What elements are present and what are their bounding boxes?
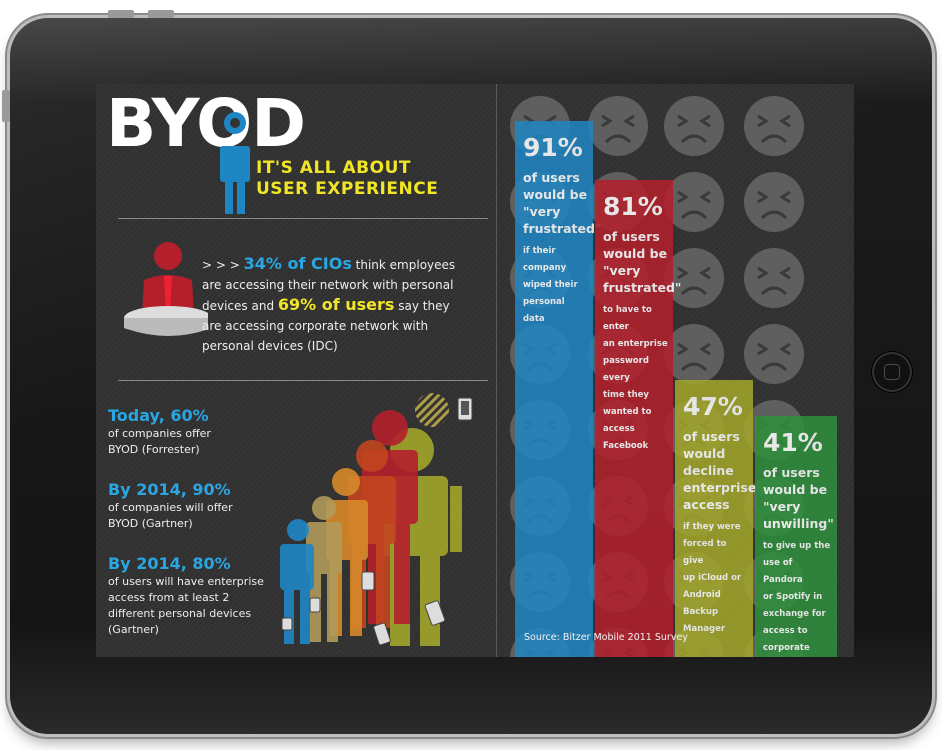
stat-item: By 2014, 80% of users will have enterpri… — [108, 554, 264, 638]
stat-text: (Gartner) — [108, 623, 159, 636]
frustrated-face-icon — [744, 172, 804, 232]
bar-lead: of users would be "very frustrated" — [523, 170, 602, 236]
panel-divider — [496, 84, 497, 657]
stat-text: of companies will offer — [108, 501, 233, 514]
volume-button[interactable] — [2, 90, 10, 122]
person-icon — [220, 112, 250, 214]
cio-highlight: 34% of CIOs — [243, 254, 352, 273]
stat-text: BYOD (Forrester) — [108, 443, 200, 456]
page-title: BYOD — [106, 85, 306, 162]
users-highlight: 69% of users — [277, 295, 395, 314]
frustrated-face-icon — [744, 324, 804, 384]
bar-description: to have to enter an enterprise password ev… — [603, 305, 668, 451]
bar-percent: 81% — [603, 192, 663, 221]
bar-percent: 91% — [523, 133, 583, 162]
stat-bar-81: 81% of users would be "very frustrated" to … — [595, 180, 682, 657]
cio-person-icon — [124, 242, 208, 336]
cio-text2: say they are accessing corporate network… — [202, 299, 450, 353]
bar-percent: 47% — [683, 392, 743, 421]
bar-lead: of users would be "very unwilling" — [763, 465, 834, 531]
bar-description: if they were forced to give up iCloud or An… — [683, 522, 742, 634]
stat-bar-91: 91% of users would be "very frustrated" if … — [515, 121, 602, 657]
frustrated-face-icon — [664, 324, 724, 384]
source-note: Source: Bitzer Mobile 2011 Survey — [524, 632, 688, 643]
stat-headline: By 2014, 90% — [108, 480, 231, 499]
left-panel: BYOD IT'S ALL ABOUT USER EXPERIENCE > > … — [96, 84, 498, 657]
power-button[interactable] — [108, 10, 134, 18]
stat-bar-41: 41% of users would be "very unwilling" to g… — [755, 416, 837, 657]
stat-text: BYOD (Gartner) — [108, 517, 193, 530]
phone-icon — [281, 617, 293, 631]
frustrated-face-icon — [664, 248, 724, 308]
cio-statement: > > > 34% of CIOs think employees are ac… — [202, 254, 472, 356]
divider — [118, 218, 488, 219]
phone-icon — [361, 571, 375, 591]
stat-text: access from at least 2 — [108, 591, 230, 604]
infographic-screen: BYOD IT'S ALL ABOUT USER EXPERIENCE > > … — [96, 84, 854, 657]
phone-icon — [373, 622, 391, 646]
frustrated-face-icon — [664, 96, 724, 156]
cio-text1: think employees are accessing their netw… — [202, 258, 456, 313]
stat-bar-47: 47% of users would decline enterprise access… — [675, 380, 757, 657]
stat-text: of companies offer — [108, 427, 211, 440]
stat-text: of users will have enterprise — [108, 575, 264, 588]
frustrated-face-icon — [664, 172, 724, 232]
divider — [118, 380, 488, 381]
people-growth-illustration — [280, 393, 473, 652]
bar-description: to give up the use of Pandora or Spotify i… — [763, 541, 831, 653]
stat-headline: Today, 60% — [108, 406, 209, 425]
subtitle-line2: USER EXPERIENCE — [256, 179, 439, 199]
bar-percent: 41% — [763, 428, 823, 457]
stat-headline: By 2014, 80% — [108, 554, 231, 573]
bar-lead: of users would decline enterprise access — [683, 429, 757, 512]
frustrated-face-icon — [588, 96, 648, 156]
bar-lead: of users would be "very frustrated" — [603, 229, 682, 295]
arrows: > > > — [202, 258, 240, 272]
stat-text: different personal devices — [108, 607, 252, 620]
subtitle: IT'S ALL ABOUT USER EXPERIENCE — [256, 158, 438, 200]
side-switch[interactable] — [148, 10, 174, 18]
home-button[interactable] — [872, 352, 912, 392]
phone-icon — [457, 397, 473, 421]
subtitle-line1: IT'S ALL ABOUT — [256, 158, 411, 178]
stat-item: Today, 60% of companies offer BYOD (Forr… — [108, 406, 211, 458]
phone-icon — [424, 600, 446, 626]
frustrated-face-icon — [744, 96, 804, 156]
right-panel: 91% of users would be "very frustrated" if … — [498, 84, 854, 657]
phone-icon — [309, 597, 321, 613]
stat-item: By 2014, 90% of companies will offer BYO… — [108, 480, 233, 532]
person-icon — [280, 519, 314, 644]
frustrated-face-icon — [744, 248, 804, 308]
bar-description: if their company wiped their personal data — [523, 246, 578, 324]
